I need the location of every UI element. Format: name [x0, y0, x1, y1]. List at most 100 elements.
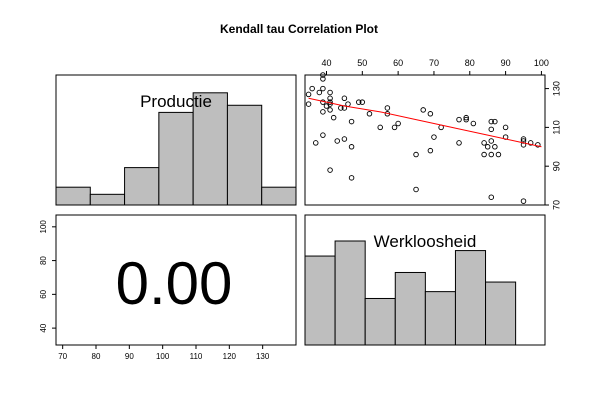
- correlation-y-tick-label-0: 40: [39, 323, 48, 332]
- scatter-point-58: [495, 151, 502, 158]
- scatter-x-tick-label-1: 50: [357, 58, 367, 68]
- werkloosheid-histogram-bar-5: [454, 250, 487, 346]
- productie-histogram-panel: Productie: [55, 74, 297, 206]
- scatter-points: [305, 72, 541, 204]
- productie-histogram-bar-5: [226, 104, 263, 206]
- scatter-point-46: [463, 116, 469, 123]
- scatter-point-23: [341, 136, 348, 142]
- scatter-point-7: [320, 72, 326, 78]
- werkloosheid-histogram-bars: [304, 240, 517, 346]
- scatter-point-13: [327, 95, 333, 102]
- scatter-y-tick-label-3: 130: [551, 81, 561, 96]
- scatter-point-32: [384, 105, 391, 111]
- scatter-point-1: [305, 101, 312, 107]
- scatter-x-tick-label-5: 90: [501, 58, 511, 68]
- productie-histogram-bar-3: [158, 111, 194, 206]
- scatter-point-15: [327, 107, 333, 113]
- scatter-point-62: [520, 136, 527, 142]
- scatter-point-39: [427, 111, 434, 117]
- scatter-panel: 40 50 60 70 80 90 100 70 90 110 130: [304, 58, 561, 210]
- werkloosheid-histogram-bar-0: [304, 255, 336, 346]
- scatter-point-35: [395, 120, 401, 127]
- correlation-x-axis: 70 80 90 100 110 120 130: [58, 344, 270, 361]
- scatter-point-28: [355, 99, 362, 105]
- scatter-point-45: [463, 114, 469, 121]
- scatter-point-25: [348, 144, 355, 150]
- kendall-tau-value: 0.00: [116, 250, 233, 317]
- scatter-point-43: [456, 116, 462, 123]
- correlation-x-tick-label-2: 90: [125, 352, 134, 361]
- correlation-value-panel: 70 80 90 100 110 120 130 40 60 80 100 0.00: [39, 214, 297, 361]
- scatter-point-57: [492, 118, 498, 125]
- scatter-x-tick-label-2: 60: [393, 58, 403, 68]
- werkloosheid-histogram-bar-6: [485, 281, 517, 346]
- scatter-point-10: [320, 132, 326, 138]
- scatter-point-2: [309, 85, 315, 92]
- correlation-y-tick-label-1: 60: [39, 289, 48, 298]
- correlation-y-tick-label-3: 100: [39, 220, 48, 234]
- scatter-point-31: [377, 124, 383, 131]
- scatter-point-51: [488, 138, 495, 144]
- scatter-point-16: [327, 101, 333, 107]
- scatter-point-56: [492, 144, 498, 150]
- productie-label: Productie: [140, 92, 212, 111]
- scatter-point-14: [327, 89, 333, 96]
- scatter-point-19: [334, 138, 340, 144]
- scatter-x-tick-label-6: 100: [534, 58, 549, 68]
- scatter-point-5: [320, 85, 326, 92]
- scatter-fit-line: [308, 97, 542, 148]
- scatter-point-38: [420, 107, 426, 113]
- correlation-y-axis: 40 60 80 100: [39, 220, 57, 333]
- werkloosheid-histogram-bar-3: [394, 271, 426, 346]
- scatter-y-axis: 70 90 110 130: [544, 81, 561, 210]
- scatter-point-65: [527, 140, 534, 146]
- correlation-x-tick-label-1: 80: [92, 352, 101, 361]
- scatter-point-22: [341, 95, 348, 102]
- scatter-point-17: [327, 167, 333, 173]
- correlation-y-tick-label-2: 80: [39, 256, 48, 265]
- werkloosheid-histogram-bar-1: [334, 240, 366, 346]
- scatter-point-44: [456, 140, 462, 146]
- scatter-x-tick-label-4: 80: [465, 58, 475, 68]
- scatter-point-36: [413, 151, 419, 158]
- scatter-point-8: [320, 109, 326, 115]
- correlation-x-tick-label-4: 110: [190, 352, 203, 361]
- scatter-point-24: [345, 101, 351, 107]
- scatter-point-66: [535, 142, 541, 148]
- scatter-point-4: [316, 89, 323, 96]
- scatter-point-37: [413, 186, 419, 193]
- scatter-point-63: [520, 198, 527, 204]
- scatter-x-tick-label-3: 70: [429, 58, 439, 68]
- productie-histogram-bar-6: [261, 186, 297, 206]
- scatter-y-tick-label-2: 110: [551, 120, 561, 134]
- scatter-point-50: [484, 144, 491, 150]
- scatter-point-52: [488, 151, 495, 158]
- scatter-point-40: [427, 147, 434, 154]
- werkloosheid-histogram-bar-2: [364, 297, 396, 346]
- scatter-point-34: [391, 124, 398, 131]
- productie-histogram-bar-1: [89, 193, 126, 206]
- productie-histogram-bars: [55, 92, 297, 206]
- scatter-point-49: [481, 140, 487, 146]
- scatter-x-tick-label-0: 40: [321, 58, 331, 68]
- scatter-point-47: [470, 120, 477, 127]
- werkloosheid-label: Werkloosheid: [374, 232, 477, 251]
- scatter-point-29: [359, 99, 366, 105]
- scatter-y-tick-label-1: 90: [551, 161, 561, 171]
- scatter-point-54: [488, 118, 495, 125]
- productie-histogram-bar-2: [124, 167, 160, 206]
- scatter-point-26: [348, 175, 355, 181]
- correlation-x-tick-label-6: 130: [256, 352, 270, 361]
- scatter-point-27: [348, 118, 355, 125]
- correlation-x-tick-label-5: 120: [223, 352, 237, 361]
- scatter-point-55: [488, 194, 495, 200]
- scatter-point-6: [320, 76, 326, 82]
- scatter-point-48: [481, 151, 487, 158]
- correlation-x-tick-label-0: 70: [58, 352, 67, 361]
- scatter-point-3: [312, 140, 319, 146]
- figure-title: Kendall tau Correlation Plot: [220, 22, 378, 36]
- scatter-point-0: [305, 91, 312, 98]
- scatter-point-30: [366, 111, 373, 117]
- werkloosheid-histogram-bar-4: [424, 291, 456, 346]
